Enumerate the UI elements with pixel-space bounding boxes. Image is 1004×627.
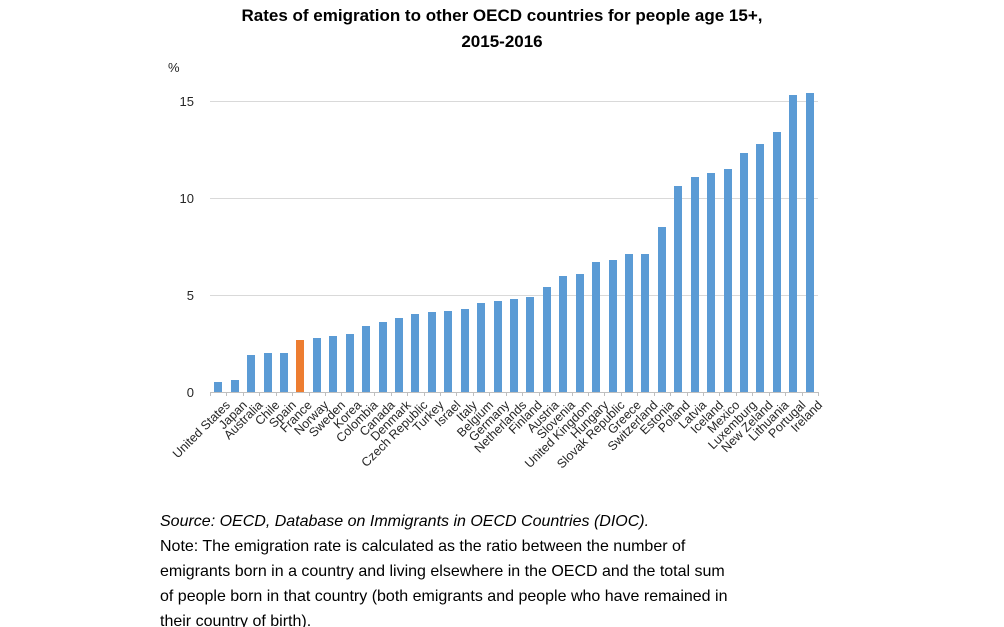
bar-norway	[312, 337, 321, 392]
x-axis-tick	[440, 392, 442, 396]
x-axis-tick	[637, 392, 639, 396]
x-axis-tick	[719, 392, 721, 396]
note-text: Note: The emigration rate is calculated …	[160, 534, 850, 627]
chart-title-line2: 2015-2016	[461, 32, 543, 51]
x-axis-tick	[801, 392, 803, 396]
note-line: Note: The emigration rate is calculated …	[160, 538, 686, 555]
bar-mexico	[723, 168, 732, 392]
bar-australia	[247, 355, 256, 392]
x-axis-tick	[768, 392, 770, 396]
x-axis-tick	[538, 392, 540, 396]
x-axis-tick	[259, 392, 261, 396]
note-line: their country of birth).	[160, 613, 312, 627]
x-axis-tick	[587, 392, 589, 396]
x-axis-tick	[752, 392, 754, 396]
bar-denmark	[394, 318, 403, 392]
x-axis-tick	[357, 392, 359, 396]
x-axis-tick	[275, 392, 277, 396]
bar-netherlands	[510, 298, 518, 392]
x-axis-tick	[735, 392, 737, 396]
x-axis-tick	[604, 392, 606, 396]
x-axis-tick	[308, 392, 310, 396]
bar-switzerland	[641, 254, 650, 392]
bar-korea	[345, 333, 354, 392]
x-axis-tick	[325, 392, 327, 396]
y-axis-unit-label: %	[168, 60, 180, 75]
bar-italy	[460, 308, 469, 392]
bar-chile	[263, 353, 272, 392]
bar-turkey	[427, 312, 436, 392]
x-axis-tick	[620, 392, 622, 396]
x-axis-tick	[702, 392, 704, 396]
chart-title: Rates of emigration to other OECD countr…	[0, 3, 1004, 55]
x-axis-tick	[571, 392, 573, 396]
bar-greece	[625, 254, 634, 392]
y-tick-label-0: 0	[186, 384, 194, 400]
bar-colombia	[362, 326, 371, 392]
x-axis-tick	[210, 392, 211, 396]
gridline-10	[210, 198, 818, 199]
bar-poland	[674, 186, 683, 392]
bar-sweden	[329, 335, 338, 392]
x-axis-tick	[670, 392, 672, 396]
x-axis-tick	[555, 392, 557, 396]
y-tick-label-10: 10	[179, 190, 194, 206]
bar-ireland	[805, 93, 814, 392]
bar-germany	[493, 300, 502, 392]
bar-finland	[526, 296, 535, 392]
bar-belgium	[477, 302, 486, 392]
bar-slovenia	[559, 275, 568, 392]
bar-estonia	[657, 227, 666, 392]
bar-israel	[444, 310, 453, 392]
x-axis-tick	[341, 392, 343, 396]
x-axis-tick	[686, 392, 688, 396]
gridline-15	[210, 101, 818, 102]
y-tick-label-5: 5	[186, 287, 194, 303]
note-line: emigrants born in a country and living e…	[160, 563, 725, 580]
x-axis-tick	[489, 392, 491, 396]
x-axis-tick	[456, 392, 458, 396]
bar-luxemburg	[740, 153, 749, 392]
bar-iceland	[707, 172, 716, 392]
bar-portugal	[789, 95, 798, 392]
x-axis-tick	[407, 392, 409, 396]
bar-france	[296, 339, 305, 392]
x-axis-tick	[242, 392, 244, 396]
x-axis-tick	[292, 392, 294, 396]
bar-hungary	[592, 262, 601, 392]
bar-united-kingdom	[575, 273, 584, 392]
bar-new-zeland	[756, 143, 765, 392]
note-line: of people born in that country (both emi…	[160, 588, 728, 605]
x-axis-tick	[374, 392, 376, 396]
bar-latvia	[690, 176, 699, 392]
bar-slovak-republic	[608, 260, 617, 392]
x-axis-tick	[226, 392, 228, 396]
gridline-5	[210, 295, 818, 296]
x-axis-tick	[785, 392, 787, 396]
x-axis-baseline	[210, 392, 818, 393]
x-axis-tick	[522, 392, 524, 396]
bar-japan	[230, 380, 239, 392]
x-axis-tick	[390, 392, 392, 396]
footnote: Source: OECD, Database on Immigrants in …	[160, 509, 850, 627]
bar-austria	[542, 287, 551, 392]
bar-spain	[279, 353, 288, 392]
bar-canada	[378, 322, 387, 392]
bar-czech-republic	[411, 314, 420, 392]
x-axis-tick	[818, 392, 819, 396]
x-axis-tick	[505, 392, 507, 396]
y-tick-label-15: 15	[179, 93, 194, 109]
bar-lithuania	[772, 132, 781, 392]
chart-title-line1: Rates of emigration to other OECD countr…	[241, 6, 763, 25]
bar-united-states	[214, 382, 223, 392]
x-axis-tick	[472, 392, 474, 396]
source-line: Source: OECD, Database on Immigrants in …	[160, 513, 650, 530]
x-axis-tick	[653, 392, 655, 396]
x-axis-tick	[423, 392, 425, 396]
